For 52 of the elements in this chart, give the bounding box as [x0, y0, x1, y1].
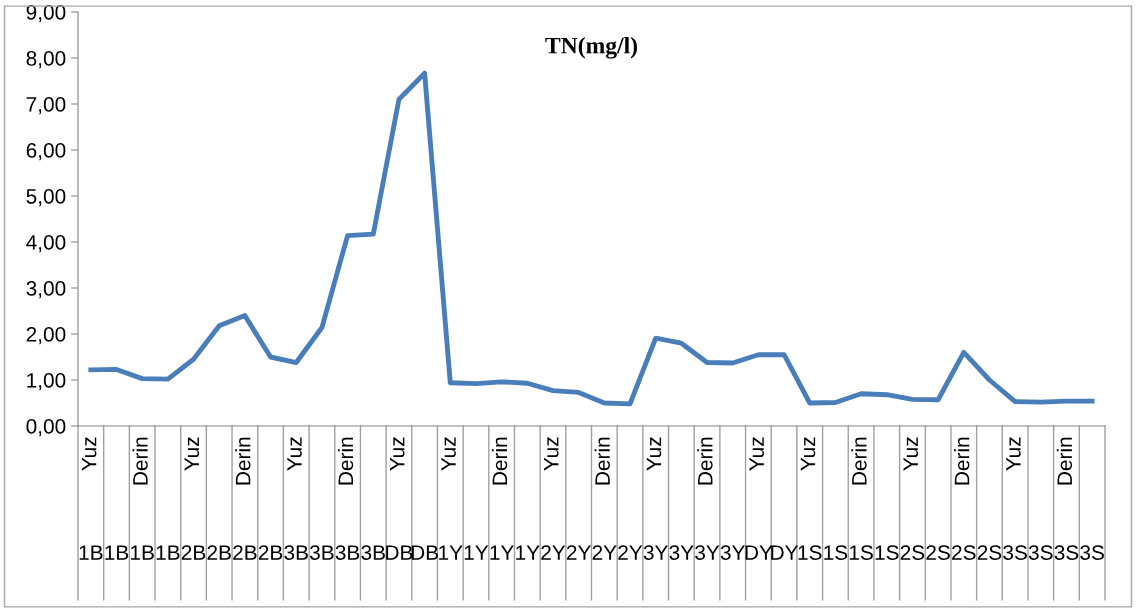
category-label: Yuz DY	[745, 437, 773, 560]
line-series	[88, 70, 1095, 407]
x-tick-label: 3S	[1028, 545, 1053, 560]
x-tick-label: 2S	[926, 545, 950, 560]
x-tick-label: 1B	[105, 545, 129, 560]
x-tick-label: 2S	[977, 545, 1002, 560]
category-label: Yuz 1S	[798, 437, 822, 560]
category-label: Yuz 1B	[79, 437, 103, 560]
x-tick-label: 1Y	[516, 545, 540, 560]
y-tick-label: 9,00	[26, 5, 66, 23]
category-label: Yuz 3S	[1003, 437, 1027, 560]
x-tick-label: 3Y	[720, 545, 745, 560]
category-label: Derin 3S	[1054, 437, 1079, 560]
category-label: Yuz 3Y	[643, 437, 668, 560]
category-label: Yuz 3B	[284, 437, 308, 560]
y-tick-label: 3,00	[26, 281, 66, 299]
y-tick-label: 0,00	[26, 419, 66, 437]
x-tick-label: 3B	[361, 545, 385, 560]
category-label: Derin 3Y	[695, 437, 720, 560]
y-tick-label: 8,00	[26, 51, 66, 69]
x-tick-label: 1S	[875, 545, 899, 560]
category-label: Derin 2S	[952, 437, 976, 560]
x-tick-label: 1B	[156, 545, 180, 560]
y-tick-label: 1,00	[27, 373, 66, 391]
y-tick-label: 2,00	[26, 327, 66, 345]
x-tick-label: DY	[771, 545, 799, 560]
category-label: Derin 1Y	[490, 437, 514, 560]
category-label: Derin 2Y	[592, 437, 617, 560]
category-label: Yuz 2S	[900, 437, 925, 560]
category-label: Yuz 1Y	[439, 437, 463, 560]
x-tick-label: 1Y	[464, 545, 489, 560]
category-label: Yuz 2B	[181, 437, 206, 560]
category-label: Yuz DB	[386, 437, 413, 560]
category-label: Derin 1S	[849, 437, 873, 560]
x-tick-label: 3S	[1080, 545, 1104, 560]
category-label: Derin 2B	[233, 437, 257, 560]
x-tick-label: 3B	[309, 545, 334, 560]
x-tick-label: 1S	[824, 545, 848, 560]
y-tick-label: 6,00	[26, 143, 66, 161]
x-tick-label: 2B	[258, 545, 283, 560]
y-tick-label: 5,00	[26, 189, 66, 207]
text: TN(mg/l)	[545, 36, 638, 59]
x-tick-label: DB	[411, 545, 438, 560]
x-tick-label: 2Y	[618, 545, 643, 560]
category-label: Derin 3B	[335, 437, 360, 560]
x-tick-label: 3Y	[669, 545, 694, 560]
x-tick-label: 2Y	[566, 545, 591, 560]
y-tick-label: 7,00	[26, 97, 66, 115]
category-label: Derin 1B	[131, 437, 154, 560]
category-label: Yuz 2Y	[541, 437, 566, 560]
y-tick-label: 4,00	[26, 235, 66, 253]
x-tick-label: 2B	[207, 545, 231, 560]
